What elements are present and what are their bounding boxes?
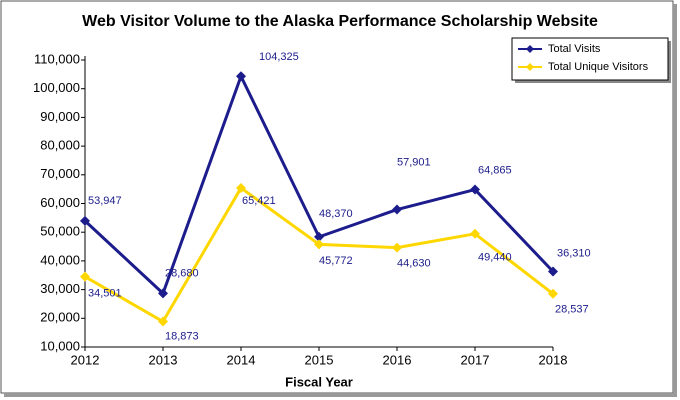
marker (548, 288, 558, 299)
marker (80, 215, 90, 226)
y-tick-label: 60,000 (40, 195, 80, 210)
x-tick-label: 2016 (383, 352, 412, 367)
marker (158, 288, 168, 299)
y-tick-label: 90,000 (40, 109, 80, 124)
marker (470, 184, 480, 195)
y-tick-label: 70,000 (40, 166, 80, 181)
value-label: 64,865 (478, 164, 512, 176)
legend-marker (526, 45, 534, 53)
value-label: 48,370 (319, 208, 353, 220)
legend-label: Total Visits (548, 43, 601, 55)
value-label: 53,947 (88, 195, 122, 207)
x-tick-label: 2018 (539, 352, 568, 367)
value-label: 28,680 (165, 267, 199, 279)
value-label: 34,501 (88, 288, 122, 300)
marker (470, 228, 480, 239)
marker (314, 231, 324, 242)
x-tick-label: 2015 (305, 352, 334, 367)
value-label: 44,630 (397, 258, 431, 270)
value-label: 28,537 (555, 304, 589, 316)
marker (80, 271, 90, 282)
y-tick-label: 20,000 (40, 310, 80, 325)
legend-box (511, 37, 669, 81)
value-label: 104,325 (259, 51, 299, 63)
y-tick-label: 80,000 (40, 138, 80, 153)
x-tick-label: 2014 (227, 352, 256, 367)
chart-title: Web Visitor Volume to the Alaska Perform… (82, 13, 598, 30)
marker (314, 239, 324, 250)
marker (236, 71, 246, 82)
y-tick-label: 40,000 (40, 252, 80, 267)
y-tick-label: 10,000 (40, 338, 80, 353)
value-label: 18,873 (165, 330, 199, 342)
marker (392, 204, 402, 215)
x-axis-label: Fiscal Year (285, 374, 353, 389)
value-label: 45,772 (319, 255, 353, 267)
x-tick-label: 2017 (461, 352, 490, 367)
value-label: 49,440 (478, 252, 512, 264)
marker (158, 316, 168, 327)
marker (392, 242, 402, 253)
y-tick-label: 110,000 (34, 51, 80, 66)
value-label: 36,310 (557, 247, 591, 259)
marker (548, 266, 558, 277)
y-tick-label: 100,000 (33, 80, 80, 95)
value-label: 57,901 (397, 156, 431, 168)
y-tick-label: 30,000 (40, 281, 80, 296)
frame-shadow (673, 4, 677, 397)
marker (236, 182, 246, 193)
legend-marker (526, 63, 534, 71)
y-tick-label: 50,000 (40, 224, 80, 239)
frame-shadow (4, 393, 676, 397)
legend-label: Total Unique Visitors (548, 61, 649, 73)
value-label: 65,421 (242, 195, 276, 207)
x-tick-label: 2013 (149, 352, 178, 367)
x-tick-label: 2012 (71, 352, 100, 367)
